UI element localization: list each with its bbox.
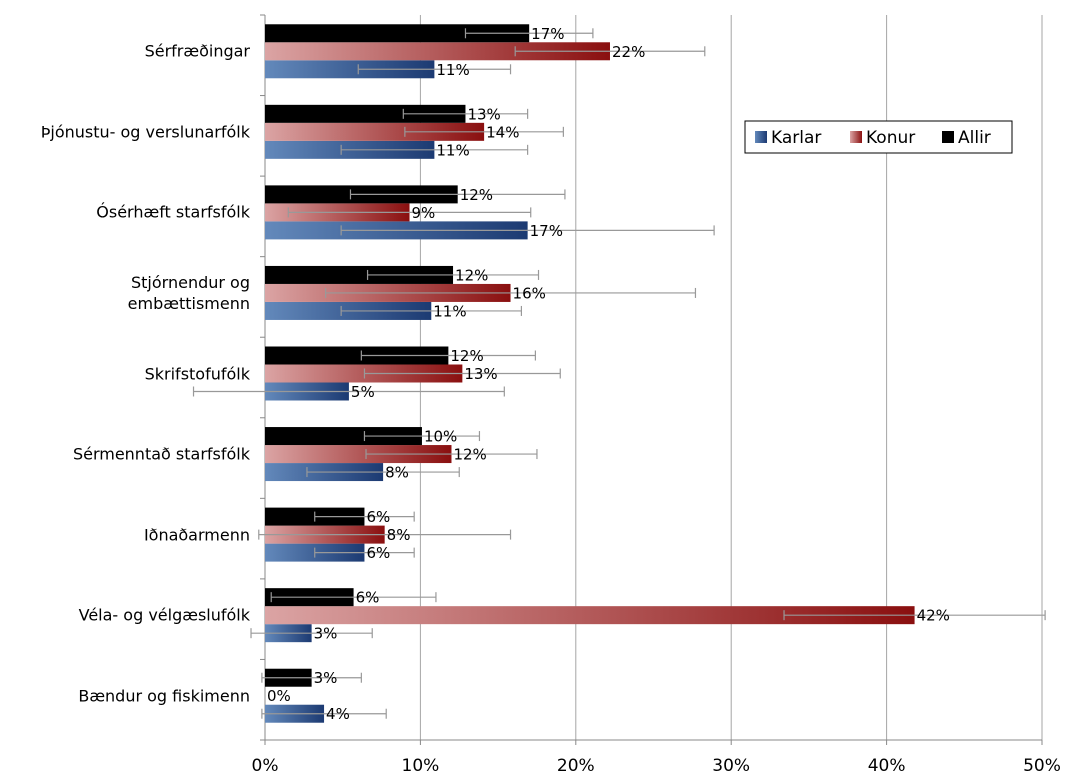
data-label: 17% (530, 222, 563, 240)
data-label: 17% (531, 25, 564, 43)
bar (265, 60, 435, 79)
error-bar (783, 610, 1046, 621)
error-bar (325, 287, 697, 298)
error-bar (363, 368, 561, 379)
data-label: 12% (460, 186, 493, 204)
legend-label: Karlar (771, 128, 821, 148)
y-tick-label: Sérfræðingar (144, 41, 250, 61)
error-bar (349, 189, 566, 200)
data-label: 6% (366, 544, 390, 562)
error-bar (314, 511, 415, 522)
data-label: 6% (356, 589, 380, 607)
x-tick-label: 0% (252, 756, 279, 776)
legend-swatch (850, 131, 862, 143)
x-tick-label: 10% (402, 756, 440, 776)
y-tick-label: Þjónustu- og verslunarfólk (40, 122, 250, 142)
x-tick-label: 30% (712, 756, 750, 776)
bar (265, 606, 915, 625)
error-bar (306, 467, 460, 478)
y-tick-label: Ósérhæft starfsfólk (96, 202, 250, 222)
y-tick-label: Stjórnendur og embættismenn (127, 272, 250, 313)
bar (265, 445, 452, 464)
data-label: 6% (366, 508, 390, 526)
bar (265, 346, 449, 365)
bar (265, 427, 422, 446)
bar (265, 122, 485, 141)
error-bar (340, 305, 523, 316)
error-bar (250, 628, 373, 639)
error-bar (192, 386, 505, 397)
y-tick-label: Sérmenntað starfsfólk (72, 444, 250, 464)
legend-swatch (755, 131, 767, 143)
error-bar (340, 225, 715, 236)
data-label: 11% (436, 141, 469, 159)
legend-box (744, 120, 1013, 154)
data-label: 3% (314, 669, 338, 687)
error-bar (404, 126, 564, 137)
legend-label: Allir (958, 128, 991, 148)
y-tick-label: Skrifstofufólk (144, 364, 250, 383)
data-label: 12% (450, 347, 483, 365)
data-label: 11% (436, 61, 469, 79)
data-label: 16% (513, 284, 546, 302)
data-label: 13% (464, 365, 497, 383)
data-label: 10% (424, 428, 457, 446)
x-tick-label: 50% (1023, 756, 1061, 776)
error-bar (270, 592, 437, 603)
error-bar (357, 64, 512, 75)
data-label: 11% (433, 302, 466, 320)
error-bar (287, 207, 532, 218)
bar (265, 24, 530, 43)
error-bar (258, 529, 512, 540)
error-bar (340, 144, 529, 155)
data-label: 12% (455, 266, 488, 284)
error-bar (366, 269, 540, 280)
data-label: 3% (314, 625, 338, 643)
data-label: 0% (267, 687, 291, 705)
data-label: 12% (453, 446, 486, 464)
data-label: 13% (467, 105, 500, 123)
legend-label: Konur (866, 128, 915, 148)
y-tick-label: Véla- og vélgæslufólk (78, 605, 250, 625)
error-bar (365, 449, 538, 460)
data-label: 8% (387, 526, 411, 544)
data-label: 4% (326, 705, 350, 723)
bar (265, 265, 454, 284)
data-label: 42% (917, 607, 950, 625)
x-tick-label: 20% (557, 756, 595, 776)
legend-swatch (942, 131, 954, 143)
error-bar (261, 708, 387, 719)
error-bar (464, 28, 594, 39)
data-label: 5% (351, 383, 375, 401)
data-label: 14% (486, 123, 519, 141)
data-label: 8% (385, 464, 409, 482)
error-bar (363, 431, 481, 442)
y-tick-label: Iðnaðarmenn (143, 525, 250, 545)
bar (265, 364, 463, 383)
error-bar (261, 672, 362, 683)
data-label: 9% (412, 204, 436, 222)
y-tick-label: Bændur og fiskimenn (78, 686, 250, 706)
bar (265, 104, 466, 123)
error-bar (314, 547, 415, 558)
error-bar (402, 108, 529, 119)
x-tick-label: 40% (868, 756, 906, 776)
bar (265, 42, 610, 61)
error-bar (360, 350, 536, 361)
error-bar (514, 46, 706, 57)
data-label: 22% (612, 43, 645, 61)
